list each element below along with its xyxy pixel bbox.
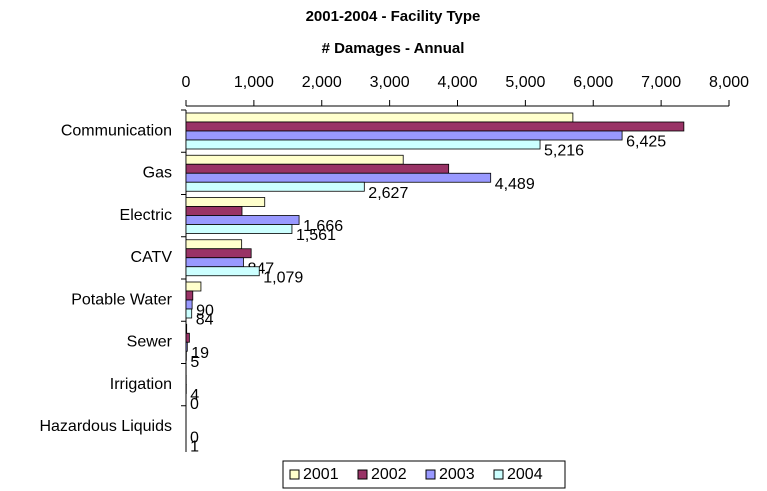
data-label: 90 bbox=[196, 303, 214, 320]
bar bbox=[185, 332, 190, 343]
bar bbox=[185, 308, 193, 319]
data-label: 19 bbox=[191, 345, 209, 362]
data-label: 4 bbox=[190, 387, 199, 404]
legend-label: 2002 bbox=[371, 466, 407, 483]
x-tick-label: 3,000 bbox=[370, 74, 410, 91]
x-tick-label: 1,000 bbox=[234, 74, 274, 91]
bar bbox=[185, 130, 623, 141]
data-label: 5,216 bbox=[544, 143, 584, 160]
y-tick-label: CATV bbox=[131, 249, 173, 266]
legend-label: 2001 bbox=[303, 466, 339, 483]
y-tick-label: Sewer bbox=[127, 334, 173, 351]
legend-label: 2003 bbox=[439, 466, 475, 483]
x-tick-label: 6,000 bbox=[573, 74, 613, 91]
y-tick-label: Potable Water bbox=[71, 291, 172, 308]
data-label: 0 bbox=[190, 429, 199, 446]
x-tick-label: 8,000 bbox=[709, 74, 749, 91]
data-label: 1,666 bbox=[303, 218, 343, 235]
bar bbox=[185, 197, 266, 207]
data-label: 2,627 bbox=[368, 185, 408, 202]
bar bbox=[185, 163, 450, 174]
data-label: 6,425 bbox=[626, 134, 666, 151]
bar bbox=[185, 172, 492, 183]
legend-swatch bbox=[493, 469, 504, 480]
bar bbox=[185, 206, 243, 216]
data-label: 84 bbox=[196, 312, 214, 329]
legend-swatch bbox=[289, 469, 300, 480]
data-label: 0 bbox=[190, 396, 199, 413]
bar bbox=[185, 121, 685, 132]
bar bbox=[185, 112, 574, 123]
bar bbox=[185, 139, 541, 150]
legend-label: 2004 bbox=[507, 466, 543, 483]
bar bbox=[185, 281, 202, 292]
bar bbox=[185, 290, 194, 301]
y-tick-label: Gas bbox=[143, 165, 172, 182]
y-tick-label: Irrigation bbox=[110, 376, 172, 393]
x-tick-label: 7,000 bbox=[641, 74, 681, 91]
x-tick-label: 5,000 bbox=[505, 74, 545, 91]
bar bbox=[185, 239, 243, 250]
data-label: 1 bbox=[190, 438, 199, 455]
data-label: 5 bbox=[190, 354, 199, 371]
y-tick-label: Hazardous Liquids bbox=[39, 418, 172, 435]
data-label: 4,489 bbox=[495, 176, 535, 193]
bar bbox=[185, 154, 404, 165]
bar bbox=[185, 257, 244, 268]
x-tick-label: 2,000 bbox=[302, 74, 342, 91]
chart-title: 2001-2004 - Facility Type bbox=[306, 8, 481, 25]
y-tick-label: Electric bbox=[120, 207, 172, 224]
legend-box bbox=[282, 460, 566, 489]
bar bbox=[185, 266, 260, 277]
x-axis-title: # Damages - Annual bbox=[322, 40, 465, 57]
bar bbox=[185, 215, 300, 225]
x-tick-label: 0 bbox=[182, 74, 191, 91]
bar bbox=[185, 181, 365, 192]
y-tick-label: Communication bbox=[61, 122, 172, 139]
bar bbox=[185, 248, 252, 259]
legend-swatch bbox=[425, 469, 436, 480]
bar bbox=[185, 323, 188, 334]
data-label: 1,561 bbox=[296, 227, 336, 244]
data-label: 1,079 bbox=[263, 269, 303, 286]
bar bbox=[185, 341, 188, 352]
bar bbox=[185, 224, 293, 234]
x-tick-label: 4,000 bbox=[437, 74, 477, 91]
bar bbox=[185, 299, 193, 310]
legend-swatch bbox=[357, 469, 368, 480]
